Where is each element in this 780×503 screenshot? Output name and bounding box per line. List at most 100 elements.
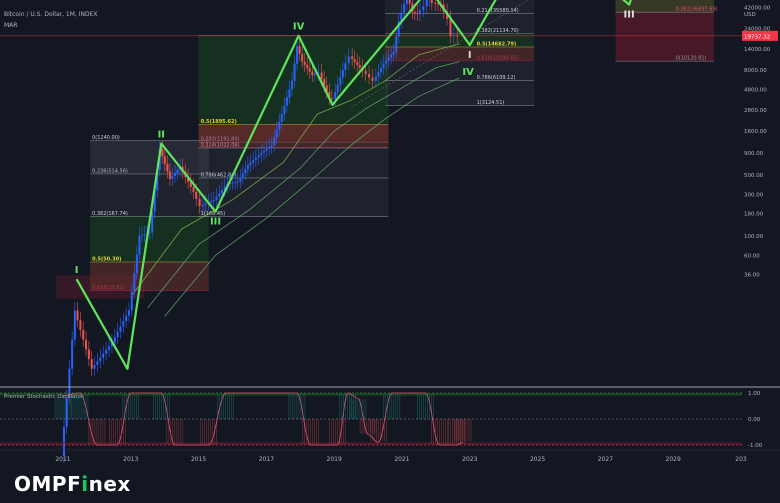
current-price-label: 19737.32 <box>744 34 770 40</box>
fib-level-label: 0.618(1033.86) <box>201 142 240 148</box>
x-tick-label: 2013 <box>123 456 138 463</box>
fib-zone <box>198 147 389 178</box>
candle-body <box>252 160 255 163</box>
candle-body <box>313 73 316 76</box>
candle-body <box>434 2 437 4</box>
x-tick-label: 2021 <box>394 456 409 463</box>
candle-body <box>344 63 347 71</box>
candle-body <box>293 63 296 81</box>
candle-body <box>73 310 76 340</box>
fib-box-cycle2: 0(1240.00) 0.236(514.56) 0.382(167.74) 0.5(… <box>90 135 209 291</box>
x-tick-label: 2029 <box>666 456 681 463</box>
osc-tick-label: 1.00 <box>748 391 761 397</box>
y-tick-label: 1600.00 <box>744 129 767 135</box>
y-tick-label: 100.00 <box>744 234 764 240</box>
x-tick-label: 2023 <box>462 456 477 463</box>
candle-body <box>257 155 260 158</box>
moving-average-line <box>164 77 460 317</box>
candle-body <box>358 64 361 68</box>
candle-body <box>85 339 88 350</box>
fib-level-label: 0.618(23.61) <box>92 285 125 291</box>
osc-zone-top <box>0 393 742 396</box>
candle-body <box>148 232 151 234</box>
candle-body <box>68 368 71 398</box>
fib-zone-top <box>90 139 209 174</box>
candle-body <box>76 310 79 321</box>
candle-body <box>187 176 190 182</box>
candle-body <box>368 74 371 78</box>
fib-zone <box>198 124 389 143</box>
wave-label: III <box>624 10 635 21</box>
candle-body <box>105 350 108 354</box>
candle-body <box>280 114 283 122</box>
candle-body <box>317 72 320 74</box>
candle-body <box>133 273 136 292</box>
candle-body <box>397 21 400 37</box>
moving-average-line <box>147 61 460 309</box>
candle-body <box>288 89 291 98</box>
candle-body <box>270 145 273 148</box>
fib-level-label: 0.214(1022.08) <box>201 142 240 148</box>
osc-zone-bottom <box>0 442 742 445</box>
wave-label: IV <box>293 22 305 33</box>
candle-body <box>244 169 247 174</box>
candle-body <box>113 337 116 343</box>
candle-body <box>260 152 263 156</box>
current-price-badge <box>742 30 778 41</box>
candle-body <box>392 51 395 55</box>
y-tick-label: 180.00 <box>744 212 764 218</box>
fib-zone <box>90 262 209 291</box>
candle-body <box>405 0 408 4</box>
fib-level-label: 0.236(514.56) <box>92 168 128 174</box>
wave-label: IV <box>462 67 474 78</box>
candle-body <box>356 62 359 65</box>
moving-average-line <box>130 43 460 298</box>
candle-body <box>204 203 207 205</box>
fib-zone <box>385 47 535 61</box>
candle-body <box>166 163 169 172</box>
candle-body <box>156 169 159 191</box>
fib-level-label: 0.5(50.30) <box>92 257 121 263</box>
candle-body <box>210 201 213 203</box>
y-tick-label: 300.00 <box>744 192 764 198</box>
candle-body <box>416 13 419 15</box>
candle-body <box>236 181 239 183</box>
candle-body <box>143 234 146 236</box>
fib-zone-red <box>385 47 535 61</box>
candle-body <box>82 329 85 340</box>
candle-body <box>323 78 326 86</box>
wave-label: I <box>75 265 79 276</box>
fib-zone <box>385 13 535 34</box>
candle-body <box>382 63 385 68</box>
fib-zone <box>615 12 714 62</box>
candle-body <box>130 291 133 311</box>
fib-level-label: 0.5(14682.79) <box>477 42 517 48</box>
x-tick-label: 2015 <box>191 456 206 463</box>
candle-body <box>234 182 237 184</box>
y-tick-label: 14000.00 <box>744 47 771 53</box>
candle-body <box>336 84 339 92</box>
candle-body <box>385 60 388 64</box>
x-tick-label: 203 <box>735 456 747 463</box>
y-tick-label: 4800.00 <box>744 87 767 93</box>
candle-body <box>449 18 452 37</box>
x-tick-label: 2019 <box>327 456 342 463</box>
trend-line <box>350 0 529 108</box>
candle-body <box>140 235 143 237</box>
candle-body <box>116 331 119 338</box>
fib-level-label: 0.618(10190.85) <box>477 55 519 61</box>
fib-zone <box>615 0 714 13</box>
candle-body <box>379 67 382 73</box>
candle-body <box>239 177 242 182</box>
candle-body <box>161 148 164 157</box>
candle-body <box>334 91 337 100</box>
price-axis-bg <box>742 0 780 390</box>
candle-body <box>430 0 433 3</box>
candle-body <box>353 59 356 63</box>
candle-body <box>303 61 306 65</box>
fib-level-label: 0.382(21134.70) <box>477 28 519 34</box>
fib-level-label: 1(3124.51) <box>477 100 505 106</box>
y-tick-label: 42000.00 <box>744 5 771 11</box>
y-tick-label: USD <box>744 12 756 18</box>
